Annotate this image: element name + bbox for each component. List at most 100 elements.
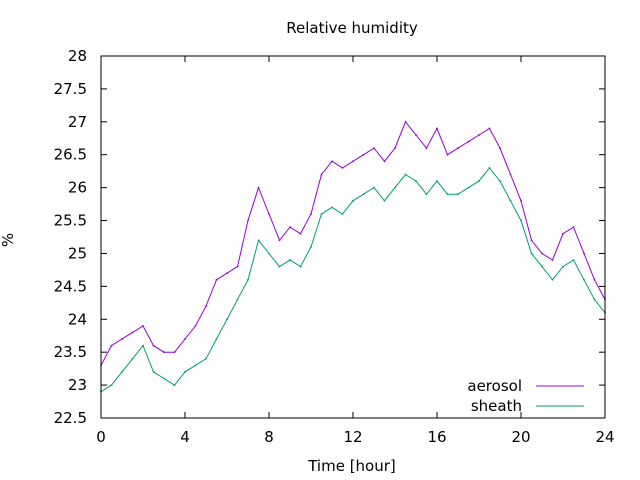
y-axis-label: % bbox=[0, 233, 17, 247]
data-series bbox=[100, 120, 606, 393]
data-point-aerosol bbox=[520, 199, 522, 202]
y-tick-label: 24.5 bbox=[54, 277, 87, 295]
data-point-aerosol bbox=[530, 239, 533, 242]
axis-ticks: 0 4 8 12 16 20 24 22.5 23 23.5 24 24.5 25 25.5 26 26.5 2… bbox=[54, 47, 615, 446]
data-point-sheath bbox=[509, 199, 512, 202]
data-point-aerosol bbox=[320, 173, 323, 176]
data-point-aerosol bbox=[257, 186, 260, 189]
data-point-sheath bbox=[593, 298, 596, 301]
data-point-sheath bbox=[383, 199, 386, 202]
data-point-aerosol bbox=[331, 160, 333, 163]
data-point-aerosol bbox=[415, 134, 417, 136]
data-point-sheath bbox=[373, 186, 375, 189]
data-point-sheath bbox=[257, 239, 260, 242]
data-point-sheath bbox=[131, 357, 134, 360]
data-point-sheath bbox=[520, 219, 522, 222]
data-point-aerosol bbox=[215, 278, 218, 281]
data-point-sheath bbox=[205, 357, 207, 360]
legend-label-aerosol: aerosol bbox=[467, 377, 522, 395]
data-point-aerosol bbox=[404, 120, 407, 123]
y-tick-label: 25 bbox=[68, 244, 87, 262]
x-tick-label: 4 bbox=[180, 428, 190, 446]
y-tick-label: 27.5 bbox=[54, 80, 87, 98]
y-tick-label: 28 bbox=[68, 47, 87, 65]
data-point-sheath bbox=[194, 364, 197, 367]
data-point-aerosol bbox=[299, 232, 302, 235]
y-tick-label: 27 bbox=[68, 113, 87, 131]
data-point-aerosol bbox=[131, 331, 134, 334]
legend-label-sheath: sheath bbox=[471, 397, 522, 415]
data-point-aerosol bbox=[152, 344, 155, 347]
data-point-sheath bbox=[110, 384, 113, 386]
y-tick-label: 22.5 bbox=[54, 409, 87, 427]
data-point-aerosol bbox=[394, 147, 396, 150]
data-point-sheath bbox=[289, 259, 291, 261]
data-point-sheath bbox=[310, 245, 312, 248]
y-tick-label: 23 bbox=[68, 376, 87, 394]
data-point-aerosol bbox=[436, 127, 438, 130]
data-point-aerosol bbox=[467, 140, 470, 143]
plot-frame bbox=[100, 55, 606, 419]
data-point-aerosol bbox=[121, 338, 123, 340]
data-point-aerosol bbox=[446, 153, 449, 156]
data-point-sheath bbox=[236, 298, 239, 301]
data-point-sheath bbox=[488, 166, 491, 169]
data-point-aerosol bbox=[173, 351, 176, 354]
legend: aerosol sheath bbox=[467, 377, 584, 415]
y-tick-label: 24 bbox=[68, 310, 87, 328]
data-point-sheath bbox=[583, 278, 585, 281]
data-point-aerosol bbox=[373, 147, 375, 150]
data-point-sheath bbox=[184, 371, 186, 373]
data-point-sheath bbox=[467, 186, 470, 189]
data-point-aerosol bbox=[278, 239, 281, 242]
y-tick-label: 25.5 bbox=[54, 212, 87, 230]
data-point-aerosol bbox=[509, 173, 512, 176]
y-tick-label: 26.5 bbox=[54, 146, 87, 164]
data-point-sheath bbox=[341, 213, 344, 215]
x-tick-label: 12 bbox=[343, 428, 362, 446]
data-point-aerosol bbox=[226, 272, 228, 275]
data-point-aerosol bbox=[383, 160, 386, 163]
data-point-aerosol bbox=[457, 147, 459, 150]
data-point-sheath bbox=[352, 199, 354, 202]
data-point-aerosol bbox=[110, 344, 113, 347]
data-point-sheath bbox=[299, 265, 302, 268]
data-point-sheath bbox=[226, 318, 228, 321]
data-point-aerosol bbox=[184, 338, 186, 340]
data-point-aerosol bbox=[551, 259, 554, 261]
data-point-aerosol bbox=[572, 226, 575, 229]
data-point-sheath bbox=[173, 384, 176, 386]
data-point-sheath bbox=[478, 180, 480, 182]
data-point-aerosol bbox=[205, 305, 207, 308]
data-point-sheath bbox=[268, 252, 270, 255]
series-line-aerosol bbox=[100, 120, 606, 366]
data-point-sheath bbox=[215, 338, 218, 340]
data-point-aerosol bbox=[352, 160, 354, 163]
data-point-sheath bbox=[541, 265, 543, 268]
data-point-aerosol bbox=[163, 351, 165, 354]
data-point-aerosol bbox=[247, 219, 249, 222]
data-point-sheath bbox=[415, 180, 417, 182]
data-point-sheath bbox=[278, 265, 281, 268]
data-point-aerosol bbox=[478, 134, 480, 136]
data-point-sheath bbox=[457, 193, 459, 196]
x-axis-label: Time [hour] bbox=[307, 457, 396, 475]
x-tick-label: 24 bbox=[595, 428, 614, 446]
data-point-aerosol bbox=[541, 252, 543, 255]
x-tick-label: 16 bbox=[427, 428, 446, 446]
data-point-aerosol bbox=[236, 265, 239, 268]
data-point-sheath bbox=[331, 206, 333, 209]
x-tick-label: 20 bbox=[511, 428, 530, 446]
data-point-aerosol bbox=[425, 147, 428, 150]
data-point-sheath bbox=[446, 193, 449, 196]
chart-title: Relative humidity bbox=[286, 19, 418, 37]
data-point-aerosol bbox=[362, 153, 365, 156]
data-point-aerosol bbox=[562, 232, 564, 235]
y-tick-label: 26 bbox=[68, 179, 87, 197]
y-tick-label: 23.5 bbox=[54, 343, 87, 361]
data-point-sheath bbox=[551, 278, 554, 281]
data-point-aerosol bbox=[142, 324, 144, 327]
data-point-sheath bbox=[499, 180, 501, 182]
data-point-aerosol bbox=[310, 213, 312, 215]
